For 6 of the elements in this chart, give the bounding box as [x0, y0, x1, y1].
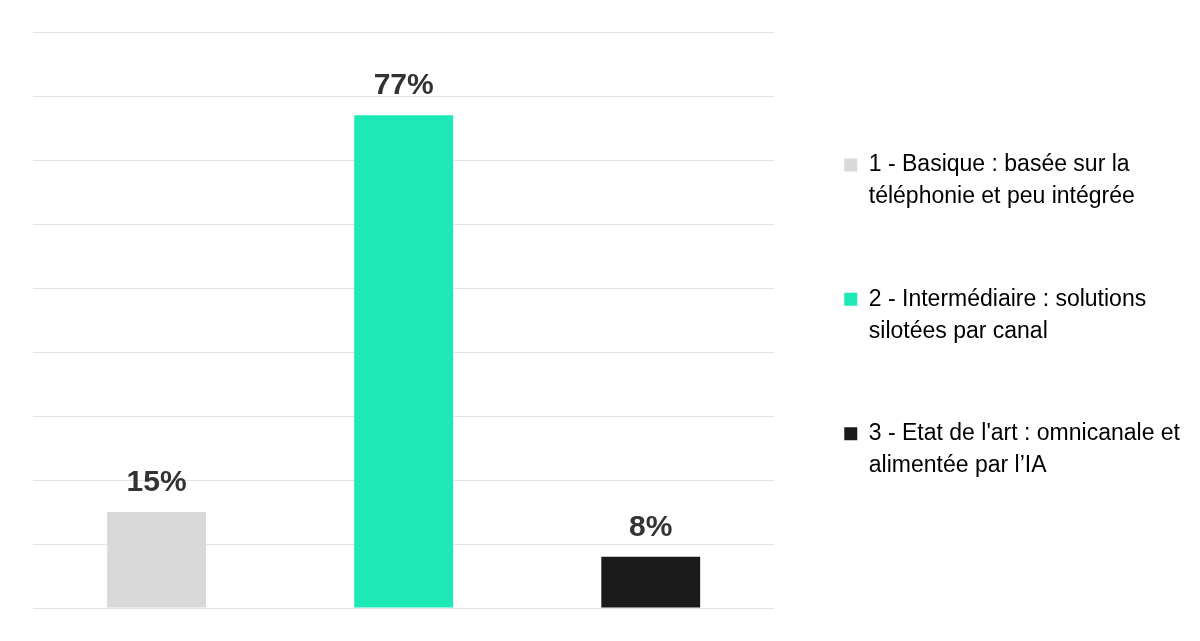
legend-label: 1 - Basique : basée sur la téléphonie et peu intégrée — [868, 150, 1135, 209]
legend-label: 3 - Etat de l'art : omnicanale et alimentée par l’IA — [868, 419, 1181, 478]
data-label: 15% — [126, 464, 187, 498]
data-label: 77% — [373, 67, 434, 101]
data-label: 8% — [629, 509, 673, 543]
legend-label: 2 - Intermédiaire : solutions silotées par canal — [868, 284, 1147, 343]
